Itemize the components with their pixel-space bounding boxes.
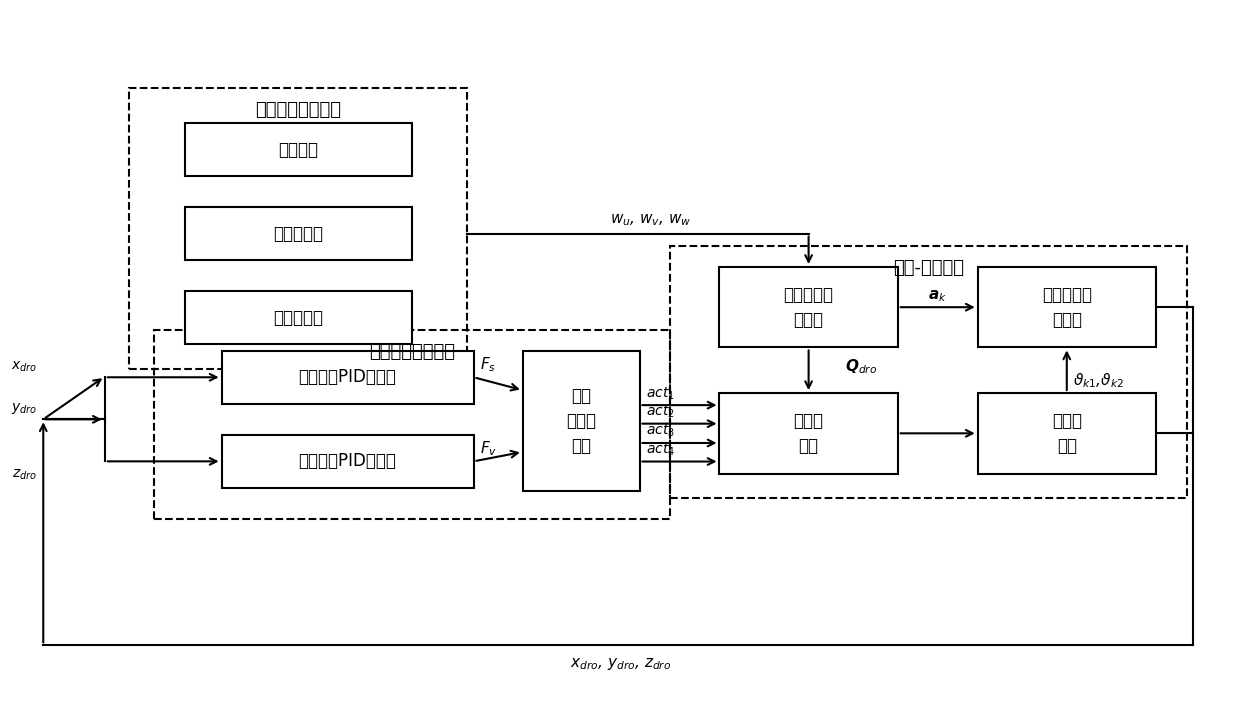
Text: $F_v$: $F_v$ xyxy=(480,439,497,458)
Bar xyxy=(185,207,412,260)
Bar xyxy=(154,330,671,519)
Text: $F_s$: $F_s$ xyxy=(480,355,496,374)
Text: $w_u$, $w_v$, $w_w$: $w_u$, $w_v$, $w_w$ xyxy=(610,212,691,228)
Bar xyxy=(977,267,1156,347)
Text: 软管多刚体
运动学: 软管多刚体 运动学 xyxy=(1042,286,1091,329)
Bar xyxy=(185,123,412,176)
Text: 软管多刚体
动力学: 软管多刚体 动力学 xyxy=(784,286,833,329)
Text: $\boldsymbol{Q}_{dro}$: $\boldsymbol{Q}_{dro}$ xyxy=(846,357,878,376)
Text: $act_2$: $act_2$ xyxy=(646,403,675,420)
Text: 锥套运
动学: 锥套运 动学 xyxy=(1052,412,1081,455)
Bar xyxy=(977,393,1156,474)
Text: 加油机尾流: 加油机尾流 xyxy=(273,225,324,242)
Text: 软管-锥套模型: 软管-锥套模型 xyxy=(893,259,963,277)
Text: 大气紊流: 大气紊流 xyxy=(278,140,319,159)
Bar xyxy=(523,351,640,491)
Text: $act_1$: $act_1$ xyxy=(646,385,675,401)
Text: 锥套位置稳定控制: 锥套位置稳定控制 xyxy=(370,342,455,361)
Bar xyxy=(719,267,898,347)
Text: 受油机头波: 受油机头波 xyxy=(273,308,324,327)
Text: 垂向位置PID控制器: 垂向位置PID控制器 xyxy=(299,452,397,470)
Bar xyxy=(671,246,1187,498)
Text: $x_{dro}$: $x_{dro}$ xyxy=(11,359,37,374)
Text: 侧向位置PID控制器: 侧向位置PID控制器 xyxy=(299,368,397,386)
Bar xyxy=(222,351,474,403)
Text: $x_{dro}$, $y_{dro}$, $z_{dro}$: $x_{dro}$, $y_{dro}$, $z_{dro}$ xyxy=(570,656,672,672)
Text: $z_{dro}$: $z_{dro}$ xyxy=(12,468,37,482)
Text: 锥套
作动器
分配: 锥套 作动器 分配 xyxy=(567,387,596,455)
Text: $act_3$: $act_3$ xyxy=(646,423,675,440)
Bar xyxy=(719,393,898,474)
Bar xyxy=(222,435,474,488)
Text: $act_4$: $act_4$ xyxy=(646,442,675,458)
Text: 锥套动
力学: 锥套动 力学 xyxy=(794,412,823,455)
Text: $\boldsymbol{a}_k$: $\boldsymbol{a}_k$ xyxy=(929,288,947,303)
Text: $\vartheta_{k1}$,$\vartheta_{k2}$: $\vartheta_{k1}$,$\vartheta_{k2}$ xyxy=(1073,371,1123,389)
Bar xyxy=(185,291,412,344)
Text: 多种大气扰动模型: 多种大气扰动模型 xyxy=(255,101,341,119)
Text: $y_{dro}$: $y_{dro}$ xyxy=(11,401,37,415)
Bar xyxy=(129,88,467,369)
